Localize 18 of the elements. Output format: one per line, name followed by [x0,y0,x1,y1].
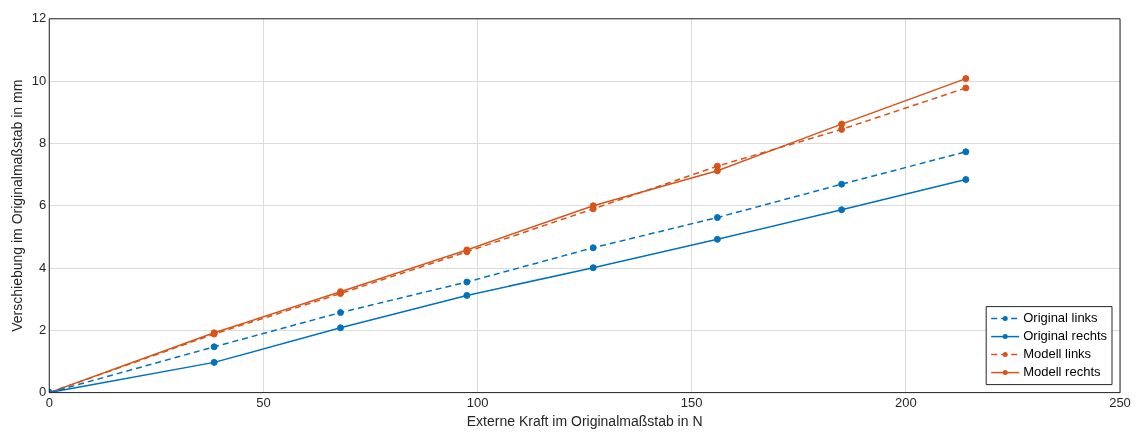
legend-label: Original rechts [1023,328,1108,344]
y-tick-label: 6 [39,197,47,213]
y-axis-title: Verschiebung im Originalmaßstab in mm [9,79,26,332]
y-tick-label: 0 [39,384,47,400]
legend-label: Modell rechts [1023,364,1101,380]
y-tick-label: 12 [31,10,47,26]
x-tick-label: 200 [895,394,917,410]
y-tick-label: 2 [39,321,47,337]
y-tick-label: 10 [31,72,47,88]
y-tick-label: 4 [39,259,47,275]
x-tick-label: 100 [466,394,489,410]
x-axis-title: Externe Kraft im Originalmaßstab in N [466,413,703,430]
x-tick-label: 150 [680,394,703,410]
x-tick-label: 50 [256,394,271,410]
y-tick-label: 8 [39,134,47,150]
legend-label: Modell links [1023,346,1092,362]
legend-label: Original links [1023,310,1099,326]
x-tick-label: 250 [1109,394,1131,410]
